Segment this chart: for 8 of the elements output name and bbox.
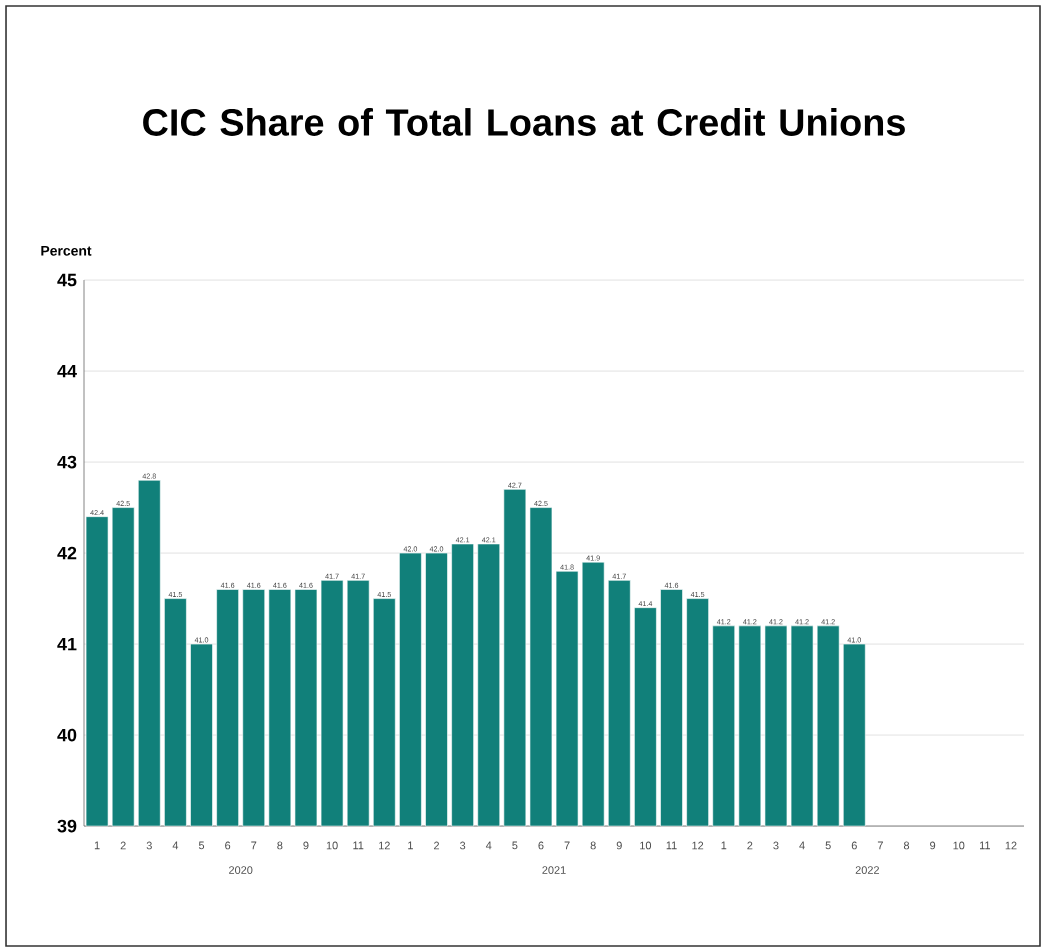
chart-title: CIC Share of Total Loans at Credit Unions [143, 108, 905, 136]
y-tick-label: 39 [57, 819, 77, 833]
y-tick-label: 40 [57, 728, 77, 742]
y-tick-label: 42 [57, 546, 77, 560]
y-tick-label: 45 [57, 273, 77, 287]
y-tick-label: 41 [57, 637, 77, 651]
y-tick-label: 43 [57, 455, 77, 469]
y-tick-label: 44 [57, 364, 77, 378]
